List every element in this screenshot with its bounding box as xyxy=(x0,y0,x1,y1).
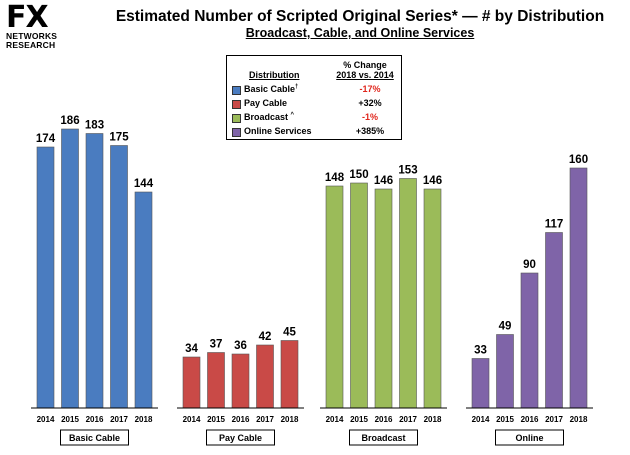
tick-label-pay-cable-2015: 2015 xyxy=(207,415,225,424)
bar-online-2016 xyxy=(520,272,539,409)
group-label-box-broadcast xyxy=(349,429,418,446)
bar-basic-cable-2015 xyxy=(61,128,79,409)
data-label-basic-cable-2015: 186 xyxy=(60,115,79,127)
data-label-basic-cable-2017: 175 xyxy=(109,132,129,144)
bar-broadcast-2016 xyxy=(374,188,393,409)
bar-pay-cable-2016 xyxy=(231,353,250,409)
data-label-online-2016: 90 xyxy=(523,259,536,271)
chart-title: Estimated Number of Scripted Original Se… xyxy=(115,8,605,25)
logo-line-2: RESEARCH xyxy=(6,40,56,50)
data-label-online-2015: 49 xyxy=(499,321,512,333)
tick-label-online-2016: 2016 xyxy=(521,415,539,424)
bar-online-2015 xyxy=(496,334,514,409)
bar-basic-cable-2018 xyxy=(134,191,153,409)
tick-label-online-2018: 2018 xyxy=(570,415,588,424)
bar-pay-cable-2018 xyxy=(280,340,299,409)
data-label-broadcast-2018: 146 xyxy=(423,175,442,187)
bar-online-2017 xyxy=(545,232,563,409)
legend-row-online-services: Online Services +385% xyxy=(232,126,397,138)
group-label-online: Online xyxy=(515,433,543,443)
data-label-basic-cable-2016: 183 xyxy=(85,120,104,132)
legend-label: Online Services xyxy=(244,126,312,136)
bar-pay-cable-2015 xyxy=(207,352,225,409)
bar-pay-cable-2014 xyxy=(182,356,201,409)
bar-broadcast-2014 xyxy=(325,185,344,409)
legend-label: Pay Cable xyxy=(244,98,288,108)
legend-heading-change: % Change 2018 vs. 2014 xyxy=(335,60,395,80)
legend-label: Broadcast xyxy=(244,112,289,122)
tick-label-pay-cable-2016: 2016 xyxy=(232,415,250,424)
bar-broadcast-2017 xyxy=(399,178,417,409)
data-label-online-2018: 160 xyxy=(569,154,588,166)
bar-pay-cable-2017 xyxy=(256,344,274,409)
legend-label: Basic Cable xyxy=(244,84,296,94)
bar-broadcast-2015 xyxy=(350,182,368,409)
tick-label-broadcast-2014: 2014 xyxy=(326,415,344,424)
data-label-broadcast-2015: 150 xyxy=(349,169,368,181)
tick-label-broadcast-2016: 2016 xyxy=(375,415,393,424)
data-label-basic-cable-2018: 144 xyxy=(134,178,154,190)
tick-label-basic-cable-2015: 2015 xyxy=(61,415,79,424)
data-label-pay-cable-2016: 36 xyxy=(234,340,247,352)
legend-swatch-basic-cable xyxy=(232,86,241,95)
tick-label-online-2015: 2015 xyxy=(496,415,514,424)
bar-basic-cable-2016 xyxy=(85,133,104,409)
tick-label-basic-cable-2017: 2017 xyxy=(110,415,128,424)
legend-row-broadcast: Broadcast ^ -1% xyxy=(232,112,397,124)
legend-row-pay-cable: Pay Cable +32% xyxy=(232,98,397,110)
group-label-box-basic-cable xyxy=(60,429,129,446)
tick-label-pay-cable-2018: 2018 xyxy=(281,415,299,424)
bar-online-2014 xyxy=(471,358,490,409)
bar-basic-cable-2014 xyxy=(36,146,55,409)
chart-subtitle: Broadcast, Cable, and Online Services xyxy=(245,26,475,40)
logo-main: FX xyxy=(6,0,49,35)
data-label-pay-cable-2018: 45 xyxy=(283,327,296,339)
legend-marker: ^ xyxy=(290,112,295,118)
tick-label-broadcast-2017: 2017 xyxy=(399,415,417,424)
tick-label-pay-cable-2014: 2014 xyxy=(183,415,201,424)
legend-swatch-broadcast xyxy=(232,114,241,123)
bar-basic-cable-2017 xyxy=(110,145,128,409)
logo-line-1: NETWORKS xyxy=(6,31,58,41)
legend-heading-distribution: Distribution xyxy=(249,70,300,80)
legend-heading-change-line1: % Change xyxy=(343,60,387,70)
legend-swatch-pay-cable xyxy=(232,100,241,109)
fx-networks-logo: FX NETWORKS RESEARCH xyxy=(6,0,86,50)
tick-label-broadcast-2015: 2015 xyxy=(350,415,368,424)
tick-label-online-2017: 2017 xyxy=(545,415,563,424)
data-label-online-2014: 33 xyxy=(474,345,487,357)
data-label-basic-cable-2014: 174 xyxy=(36,133,56,145)
legend-row-basic-cable: Basic Cable† -17% xyxy=(232,84,397,96)
group-label-box-pay-cable xyxy=(206,429,275,446)
tick-label-basic-cable-2014: 2014 xyxy=(37,415,55,424)
group-label-broadcast: Broadcast xyxy=(361,433,405,443)
tick-label-online-2014: 2014 xyxy=(472,415,490,424)
data-label-broadcast-2014: 148 xyxy=(325,172,345,184)
tick-label-pay-cable-2017: 2017 xyxy=(256,415,274,424)
group-label-pay-cable: Pay Cable xyxy=(219,433,262,443)
tick-label-basic-cable-2018: 2018 xyxy=(135,415,153,424)
tick-label-broadcast-2018: 2018 xyxy=(424,415,442,424)
data-label-online-2017: 117 xyxy=(545,219,564,231)
data-label-broadcast-2017: 153 xyxy=(398,165,417,177)
legend: Distribution % Change 2018 vs. 2014 Basi… xyxy=(226,55,402,140)
bar-broadcast-2018 xyxy=(423,188,442,409)
legend-change: +385% xyxy=(355,126,385,136)
group-label-box-online xyxy=(495,429,564,446)
bar-online-2018 xyxy=(569,167,588,409)
legend-change: +32% xyxy=(358,98,382,108)
data-label-pay-cable-2014: 34 xyxy=(185,343,198,355)
tick-label-basic-cable-2016: 2016 xyxy=(86,415,104,424)
legend-change: -17% xyxy=(359,84,381,94)
data-label-pay-cable-2017: 42 xyxy=(259,331,272,343)
legend-heading-change-line2: 2018 vs. 2014 xyxy=(336,70,394,80)
group-label-basic-cable: Basic Cable xyxy=(69,433,120,443)
legend-swatch-online xyxy=(232,128,241,137)
legend-marker: † xyxy=(295,84,299,90)
legend-change: -1% xyxy=(361,112,378,122)
data-label-pay-cable-2015: 37 xyxy=(210,339,223,351)
data-label-broadcast-2016: 146 xyxy=(374,175,393,187)
